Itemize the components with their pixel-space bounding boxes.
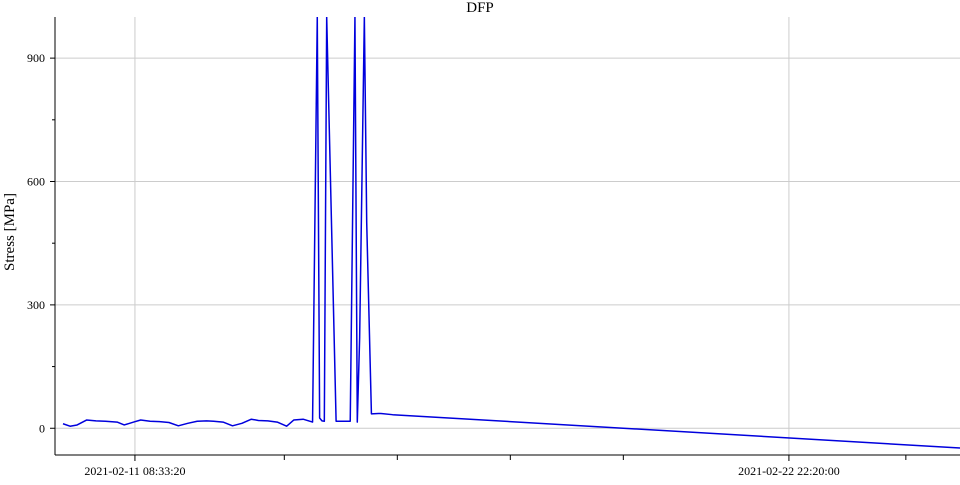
axes: 0 300 600 900 2021-02-11 08:33:20 2021-02-22 …: [27, 17, 960, 478]
y-axis-label: Stress [MPa]: [2, 193, 18, 271]
y-tick-label: 600: [27, 175, 45, 189]
series-line-0: [62, 17, 960, 449]
x-tick-label: 2021-02-11 08:33:20: [84, 464, 185, 478]
chart-title: DFP: [466, 0, 494, 16]
grid-lines: [55, 17, 960, 455]
y-tick-label: 900: [27, 51, 45, 65]
y-tick-label: 0: [39, 421, 45, 435]
x-tick-label: 2021-02-22 22:20:00: [738, 464, 840, 478]
y-tick-label: 300: [27, 298, 45, 312]
data-series: [62, 17, 960, 449]
